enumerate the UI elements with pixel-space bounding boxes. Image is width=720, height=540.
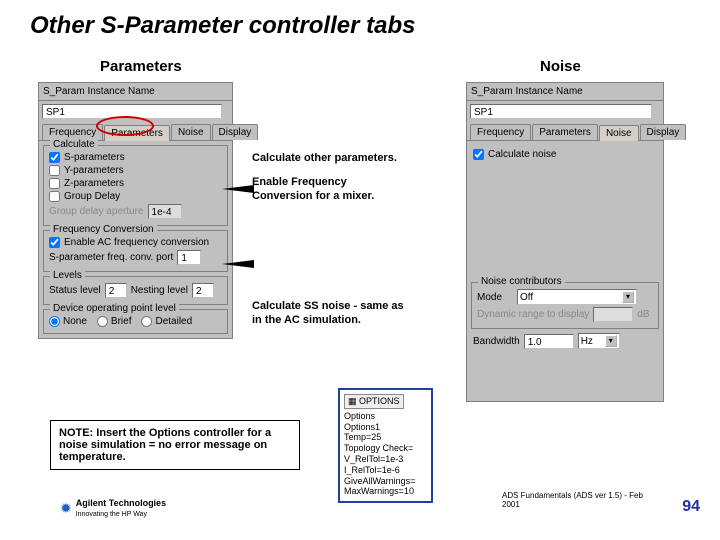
dop-group: Device operating point level None Brief …: [43, 309, 228, 334]
status-level-input[interactable]: 2: [105, 283, 127, 298]
tab-display-r[interactable]: Display: [640, 124, 687, 140]
nesting-level-input[interactable]: 2: [192, 283, 214, 298]
radio-none[interactable]: None: [49, 316, 87, 327]
gd-aperture-input: 1e-4: [148, 204, 182, 219]
tab-frequency-r[interactable]: Frequency: [470, 124, 531, 140]
parameters-panel: S_Param Instance Name SP1 Frequency Para…: [38, 82, 233, 339]
noise-contributors-group: Noise contributors Mode Off▾ Dynamic ran…: [471, 282, 659, 329]
chk-group-delay[interactable]: Group Delay: [49, 191, 222, 202]
noise-panel: S_Param Instance Name SP1 Frequency Para…: [466, 82, 664, 402]
calculate-group: Calculate S-parameters Y-parameters Z-pa…: [43, 145, 228, 226]
chk-z-params[interactable]: Z-parameters: [49, 178, 222, 189]
arrow-freq-conv: [222, 260, 254, 268]
freq-conv-group: Frequency Conversion Enable AC frequency…: [43, 230, 228, 272]
instance-name-right[interactable]: SP1: [470, 104, 652, 119]
annotation-freq-conv: Enable Frequency Conversion for a mixer.: [252, 176, 402, 204]
panel-header-left: S_Param Instance Name: [39, 83, 232, 101]
annotation-ss-noise: Calculate SS noise - same as in the AC s…: [252, 300, 412, 328]
fc-port-input[interactable]: 1: [177, 250, 201, 265]
annotation-calc-other: Calculate other parameters.: [252, 152, 397, 166]
footer-text: ADS Fundamentals (ADS ver 1.5) - Feb 200…: [502, 491, 652, 510]
chk-calc-noise[interactable]: Calculate noise: [473, 149, 657, 160]
tab-parameters[interactable]: Parameters: [104, 125, 170, 141]
noise-label: Noise: [540, 58, 581, 75]
page-number: 94: [682, 498, 700, 516]
tab-display-left[interactable]: Display: [212, 124, 259, 140]
chk-y-params[interactable]: Y-parameters: [49, 165, 222, 176]
tab-noise-r[interactable]: Noise: [599, 125, 639, 141]
mode-dropdown[interactable]: Off▾: [517, 289, 637, 305]
tab-noise-left[interactable]: Noise: [171, 124, 211, 140]
chk-s-params[interactable]: S-parameters: [49, 152, 222, 163]
chk-freq-conv[interactable]: Enable AC frequency conversion: [49, 237, 222, 248]
options-controller-box: ▦ OPTIONS Options Options1 Temp=25 Topol…: [338, 388, 433, 503]
slide-title: Other S-Parameter controller tabs: [30, 12, 690, 40]
levels-group: Levels Status level2 Nesting level2: [43, 276, 228, 305]
instance-name-left[interactable]: SP1: [42, 104, 222, 119]
parameters-label: Parameters: [100, 58, 182, 75]
arrow-calc-other: [222, 185, 254, 193]
tab-parameters-r[interactable]: Parameters: [532, 124, 598, 140]
radio-brief[interactable]: Brief: [97, 316, 132, 327]
options-icon: ▦ OPTIONS: [344, 394, 404, 409]
bandwidth-unit-dropdown[interactable]: Hz▾: [578, 333, 620, 349]
tabs-right: Frequency Parameters Noise Display: [467, 122, 663, 141]
radio-detailed[interactable]: Detailed: [141, 316, 192, 327]
agilent-logo: ✹ Agilent TechnologiesInnovating the HP …: [60, 498, 166, 518]
panel-header-right: S_Param Instance Name: [467, 83, 663, 101]
note-box: NOTE: Insert the Options controller for …: [50, 420, 300, 470]
tab-frequency[interactable]: Frequency: [42, 124, 103, 140]
bandwidth-input[interactable]: 1.0: [524, 334, 574, 349]
